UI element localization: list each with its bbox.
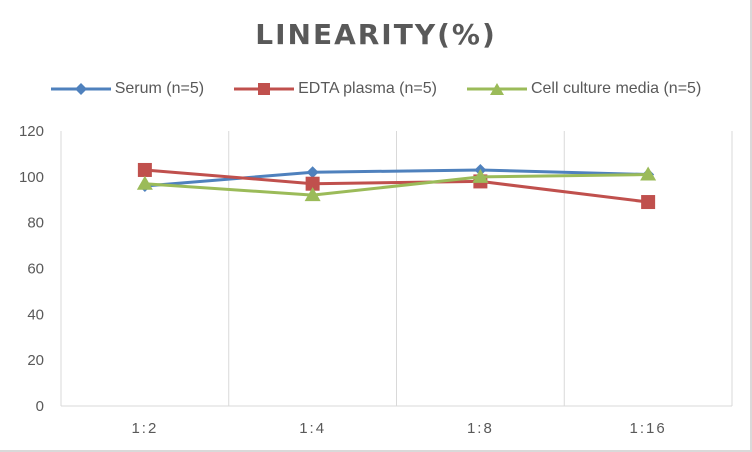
data-point-triangle <box>640 166 657 181</box>
legend: Serum (n=5) EDTA plasma (n=5) Cell cultu… <box>0 80 752 98</box>
y-tick-label: 20 <box>27 352 44 369</box>
data-point-triangle <box>136 175 153 190</box>
data-point-triangle <box>304 187 321 202</box>
y-tick-label: 60 <box>27 261 44 278</box>
legend-marker-cell <box>466 83 527 95</box>
x-tick-label: 1:8 <box>467 420 494 437</box>
legend-marker-serum <box>50 83 111 95</box>
data-point-square <box>137 162 152 177</box>
series-line-0 <box>144 168 649 188</box>
data-point-square <box>305 176 320 191</box>
x-tick-label: 1:4 <box>299 420 326 437</box>
legend-item-serum: Serum (n=5) <box>50 80 205 98</box>
legend-item-cell: Cell culture media (n=5) <box>466 80 702 98</box>
y-tick-label: 0 <box>36 398 44 415</box>
y-tick-label: 40 <box>27 306 44 323</box>
series-line-2 <box>144 173 649 197</box>
x-tick-label: 1:16 <box>630 420 667 437</box>
x-tick-label: 1:2 <box>131 420 158 437</box>
series-line-1 <box>144 168 649 204</box>
legend-label-cell: Cell culture media (n=5) <box>530 80 702 97</box>
y-tick-label: 100 <box>19 169 44 186</box>
legend-marker-edta <box>234 83 295 95</box>
legend-label-edta: EDTA plasma (n=5) <box>298 80 437 97</box>
legend-label-serum: Serum (n=5) <box>114 80 205 97</box>
y-tick-label: 80 <box>27 215 44 232</box>
data-point-triangle <box>472 168 489 183</box>
data-point-diamond <box>306 166 319 179</box>
chart-title: LINEARITY(%) <box>255 18 497 51</box>
y-tick-label: 120 <box>19 123 44 140</box>
legend-item-edta: EDTA plasma (n=5) <box>234 80 437 98</box>
data-point-square <box>641 195 656 210</box>
